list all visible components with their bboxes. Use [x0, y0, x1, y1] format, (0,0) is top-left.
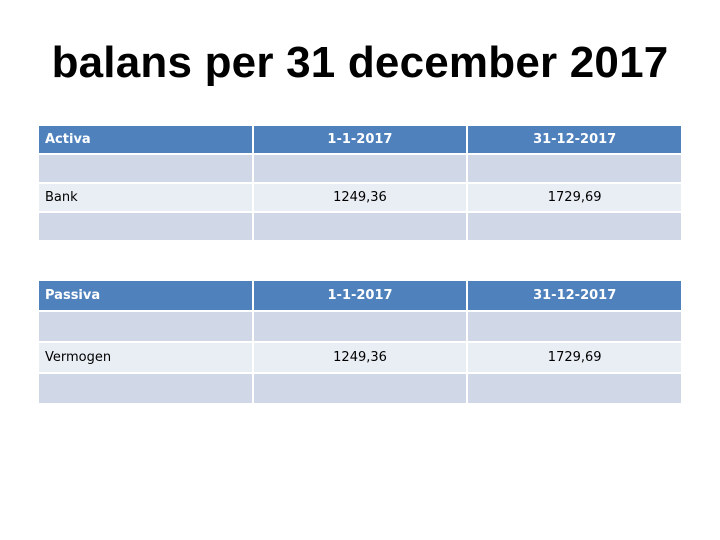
vermogen-end-value: 1729,69: [468, 343, 681, 372]
table-cell: [253, 312, 467, 341]
header-cell-end-date: 31-12-2017: [468, 126, 681, 153]
table-row: Vermogen 1249,36 1729,69: [39, 343, 681, 372]
passiva-table: Passiva 1-1-2017 31-12-2017 Vermogen 124…: [37, 279, 683, 405]
table-header-row: Passiva 1-1-2017 31-12-2017: [39, 281, 681, 310]
header-cell-start-date: 1-1-2017: [253, 126, 467, 153]
activa-table: Activa 1-1-2017 31-12-2017 Bank 1249,36 …: [37, 124, 683, 242]
table-cell: [468, 374, 681, 403]
table-cell: [39, 312, 252, 341]
table-row: [39, 213, 681, 240]
header-cell-end-date: 31-12-2017: [468, 281, 681, 310]
table-cell: [39, 374, 252, 403]
table-cell: [468, 213, 681, 240]
table-cell: [468, 312, 681, 341]
header-cell-activa: Activa: [39, 126, 252, 153]
header-cell-passiva: Passiva: [39, 281, 252, 310]
table-cell: [39, 155, 252, 182]
header-cell-start-date: 1-1-2017: [253, 281, 467, 310]
table-row: [39, 312, 681, 341]
bank-start-value: 1249,36: [253, 184, 467, 211]
table-cell: [253, 374, 467, 403]
table-row: [39, 374, 681, 403]
table-cell: [39, 213, 252, 240]
row-label-bank: Bank: [39, 184, 252, 211]
table-cell: [468, 155, 681, 182]
table-cell: [253, 213, 467, 240]
table-cell: [253, 155, 467, 182]
table-row: [39, 155, 681, 182]
table-header-row: Activa 1-1-2017 31-12-2017: [39, 126, 681, 153]
row-label-vermogen: Vermogen: [39, 343, 252, 372]
bank-end-value: 1729,69: [468, 184, 681, 211]
page-title: balans per 31 december 2017: [51, 38, 669, 87]
vermogen-start-value: 1249,36: [253, 343, 467, 372]
table-row: Bank 1249,36 1729,69: [39, 184, 681, 211]
